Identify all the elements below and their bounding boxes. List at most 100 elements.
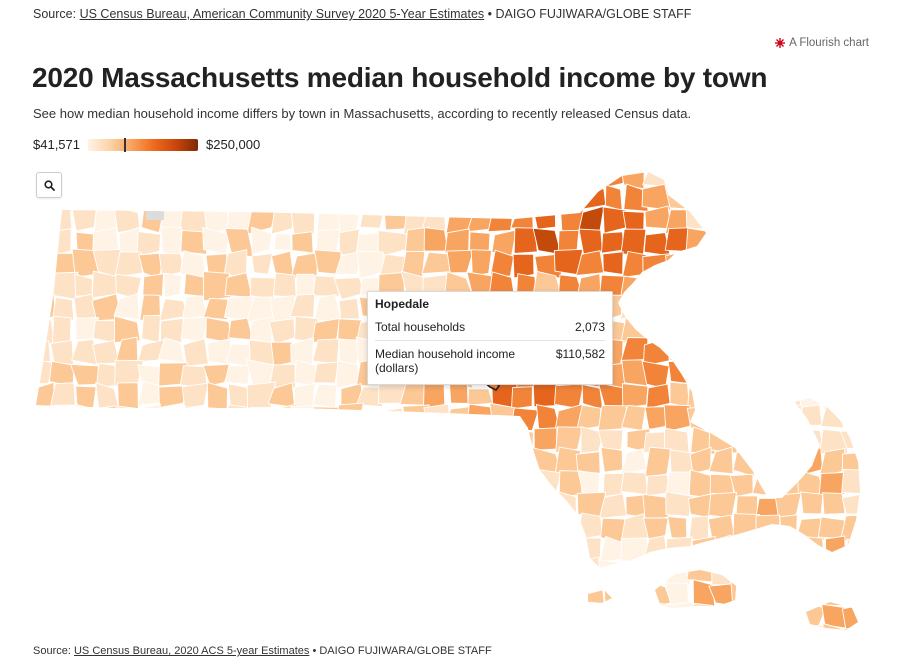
town-polygon[interactable] bbox=[378, 164, 403, 191]
town-polygon[interactable] bbox=[179, 188, 209, 212]
town-polygon[interactable] bbox=[205, 469, 227, 496]
town-polygon[interactable] bbox=[423, 606, 448, 631]
town-polygon[interactable] bbox=[664, 163, 695, 191]
town-polygon[interactable] bbox=[118, 626, 138, 640]
town-polygon[interactable] bbox=[444, 561, 474, 587]
town-polygon[interactable] bbox=[686, 315, 710, 344]
town-polygon[interactable] bbox=[117, 579, 144, 608]
town-polygon[interactable] bbox=[666, 273, 695, 297]
town-polygon[interactable] bbox=[422, 562, 453, 585]
town-polygon[interactable] bbox=[752, 426, 778, 454]
town-polygon[interactable] bbox=[642, 493, 670, 522]
town-polygon[interactable] bbox=[407, 580, 428, 607]
town-polygon[interactable] bbox=[206, 558, 232, 587]
town-polygon[interactable] bbox=[225, 515, 254, 541]
town-polygon[interactable] bbox=[840, 248, 867, 280]
town-polygon[interactable] bbox=[116, 516, 143, 543]
town-polygon[interactable] bbox=[753, 316, 778, 341]
town-polygon[interactable] bbox=[224, 539, 255, 565]
town-polygon[interactable] bbox=[554, 600, 583, 628]
town-polygon[interactable] bbox=[580, 602, 603, 628]
town-polygon[interactable] bbox=[559, 185, 584, 213]
town-polygon[interactable] bbox=[729, 381, 760, 411]
town-polygon[interactable] bbox=[49, 628, 75, 640]
town-polygon[interactable] bbox=[620, 537, 651, 564]
town-polygon[interactable] bbox=[205, 584, 231, 606]
town-polygon[interactable] bbox=[71, 605, 99, 630]
town-polygon[interactable] bbox=[708, 314, 735, 343]
town-polygon[interactable] bbox=[732, 602, 758, 625]
town-polygon[interactable] bbox=[774, 428, 803, 450]
town-polygon[interactable] bbox=[466, 184, 491, 208]
town-polygon[interactable] bbox=[845, 298, 869, 320]
town-polygon[interactable] bbox=[691, 166, 711, 190]
town-polygon[interactable] bbox=[797, 361, 826, 390]
town-polygon[interactable] bbox=[158, 406, 186, 430]
town-polygon[interactable] bbox=[378, 514, 406, 537]
town-polygon[interactable] bbox=[620, 602, 649, 630]
town-polygon[interactable] bbox=[182, 338, 209, 368]
town-polygon[interactable] bbox=[273, 233, 292, 251]
town-polygon[interactable] bbox=[866, 272, 892, 298]
town-polygon[interactable] bbox=[292, 447, 319, 477]
source-link[interactable]: US Census Bureau, American Community Sur… bbox=[79, 7, 485, 21]
town-polygon[interactable] bbox=[821, 206, 847, 236]
town-polygon[interactable] bbox=[356, 185, 384, 213]
town-polygon[interactable] bbox=[779, 514, 798, 544]
town-polygon[interactable] bbox=[865, 406, 889, 431]
town-polygon[interactable] bbox=[223, 163, 250, 190]
town-polygon[interactable] bbox=[268, 557, 298, 587]
town-polygon[interactable] bbox=[356, 425, 381, 451]
town-polygon[interactable] bbox=[488, 622, 518, 640]
town-polygon[interactable] bbox=[840, 626, 867, 640]
town-polygon[interactable] bbox=[140, 165, 162, 190]
town-polygon[interactable] bbox=[49, 163, 77, 189]
town-polygon[interactable] bbox=[757, 341, 781, 364]
town-polygon[interactable] bbox=[731, 405, 757, 430]
town-polygon[interactable] bbox=[774, 204, 804, 230]
town-polygon[interactable] bbox=[778, 623, 805, 640]
town-polygon[interactable] bbox=[689, 602, 713, 629]
town-polygon[interactable] bbox=[839, 227, 869, 255]
town-polygon[interactable] bbox=[449, 539, 473, 564]
town-polygon[interactable] bbox=[184, 560, 211, 584]
town-polygon[interactable] bbox=[268, 495, 297, 518]
town-polygon[interactable] bbox=[752, 408, 778, 433]
town-polygon[interactable] bbox=[663, 404, 691, 433]
town-polygon[interactable] bbox=[248, 603, 275, 626]
town-polygon[interactable] bbox=[533, 513, 558, 541]
town-polygon[interactable] bbox=[510, 407, 540, 432]
town-polygon[interactable] bbox=[162, 429, 185, 455]
town-polygon[interactable] bbox=[289, 293, 316, 318]
town-polygon[interactable] bbox=[75, 513, 94, 540]
town-polygon[interactable] bbox=[665, 624, 694, 640]
town-polygon[interactable] bbox=[268, 162, 297, 190]
town-polygon[interactable] bbox=[356, 386, 384, 408]
town-polygon[interactable] bbox=[863, 188, 887, 209]
town-polygon[interactable] bbox=[536, 186, 557, 211]
town-polygon[interactable] bbox=[92, 513, 123, 542]
town-polygon[interactable] bbox=[754, 293, 781, 319]
town-polygon[interactable] bbox=[115, 491, 144, 522]
town-polygon[interactable] bbox=[443, 469, 471, 497]
town-polygon[interactable] bbox=[755, 230, 778, 250]
town-polygon[interactable] bbox=[312, 406, 341, 434]
town-polygon[interactable] bbox=[268, 536, 295, 561]
town-polygon[interactable] bbox=[70, 534, 96, 565]
town-polygon[interactable] bbox=[247, 629, 275, 640]
town-polygon[interactable] bbox=[335, 162, 363, 185]
town-polygon[interactable] bbox=[424, 535, 450, 558]
town-polygon[interactable] bbox=[358, 623, 385, 640]
town-polygon[interactable] bbox=[580, 425, 605, 454]
town-polygon[interactable] bbox=[773, 274, 803, 297]
town-polygon[interactable] bbox=[797, 248, 825, 274]
town-polygon[interactable] bbox=[798, 447, 824, 477]
town-polygon[interactable] bbox=[840, 584, 869, 610]
town-polygon[interactable] bbox=[685, 342, 717, 364]
town-polygon[interactable] bbox=[489, 249, 515, 278]
town-polygon[interactable] bbox=[840, 272, 864, 299]
town-polygon[interactable] bbox=[735, 251, 759, 279]
town-polygon[interactable] bbox=[157, 579, 189, 607]
town-polygon[interactable] bbox=[158, 601, 188, 628]
town-polygon[interactable] bbox=[797, 163, 823, 189]
